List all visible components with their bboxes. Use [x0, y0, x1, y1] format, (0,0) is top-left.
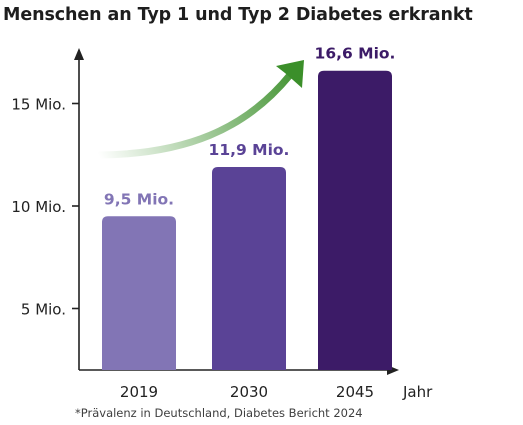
bar-2019: [102, 216, 176, 370]
value-label-2045: 16,6 Mio.: [315, 45, 396, 63]
y-tick-label-1: 10 Mio.: [11, 198, 66, 216]
x-axis-label: Jahr: [402, 383, 433, 401]
y-axis-arrowhead: [74, 48, 84, 60]
source-footnote: *Prävalenz in Deutschland, Diabetes Beri…: [75, 406, 363, 420]
value-label-2030: 11,9 Mio.: [209, 141, 290, 159]
bar-2030: [212, 167, 286, 370]
bar-2045: [318, 70, 392, 370]
x-tick-label-2019: 2019: [120, 383, 158, 401]
y-tick-label-2: 15 Mio.: [11, 96, 66, 114]
trend-arrow: [96, 71, 294, 159]
x-tick-label-2045: 2045: [336, 383, 374, 401]
value-label-2019: 9,5 Mio.: [104, 190, 174, 208]
x-tick-label-2030: 2030: [230, 383, 268, 401]
chart-title: Menschen an Typ 1 und Typ 2 Diabetes erk…: [3, 5, 473, 25]
trend-arrow-head: [276, 60, 304, 88]
y-tick-label-0: 5 Mio.: [21, 301, 66, 319]
